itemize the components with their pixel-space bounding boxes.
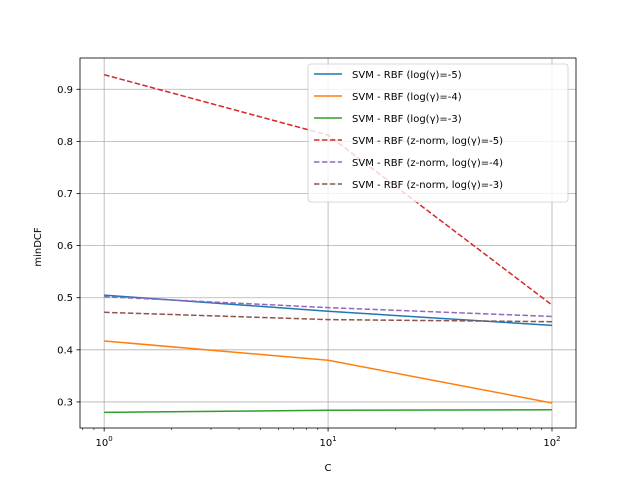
legend-label-4: SVM - RBF (z-norm, log(γ)=-5) [352, 136, 503, 147]
legend-box [307, 63, 569, 203]
x-tick-label: 101 [319, 435, 336, 449]
legend-label-5: SVM - RBF (z-norm, log(γ)=-4) [352, 158, 503, 169]
plot-area: 100 101 102 0.3 0.4 0.5 0.6 0.7 0.8 0.9 SVM - RBF … [57, 57, 577, 449]
y-tick-label: 0.7 [57, 189, 73, 200]
y-tick-label: 0.6 [57, 241, 73, 252]
series-line-6 [104, 311, 552, 323]
y-tick-label: 0.9 [57, 85, 73, 96]
x-tick-label: 102 [543, 435, 560, 449]
x-tick-label: 100 [96, 435, 113, 449]
series-line-2 [104, 340, 553, 404]
y-axis-label: minDCF [33, 227, 44, 267]
y-tick-label: 0.8 [57, 137, 73, 148]
legend-label-6: SVM - RBF (z-norm, log(γ)=-3) [352, 180, 503, 191]
legend-label-1: SVM - RBF (log(γ)=-5) [352, 70, 462, 81]
series-line-3 [104, 409, 552, 414]
y-tick-label: 0.3 [57, 397, 73, 408]
x-axis-label: C [325, 463, 332, 474]
y-tick-label: 0.5 [57, 293, 73, 304]
series-line-5 [104, 295, 553, 318]
legend-label-3: SVM - RBF (log(γ)=-3) [352, 114, 462, 125]
y-tick-label: 0.4 [57, 345, 73, 356]
legend-label-2: SVM - RBF (log(γ)=-4) [352, 92, 462, 103]
